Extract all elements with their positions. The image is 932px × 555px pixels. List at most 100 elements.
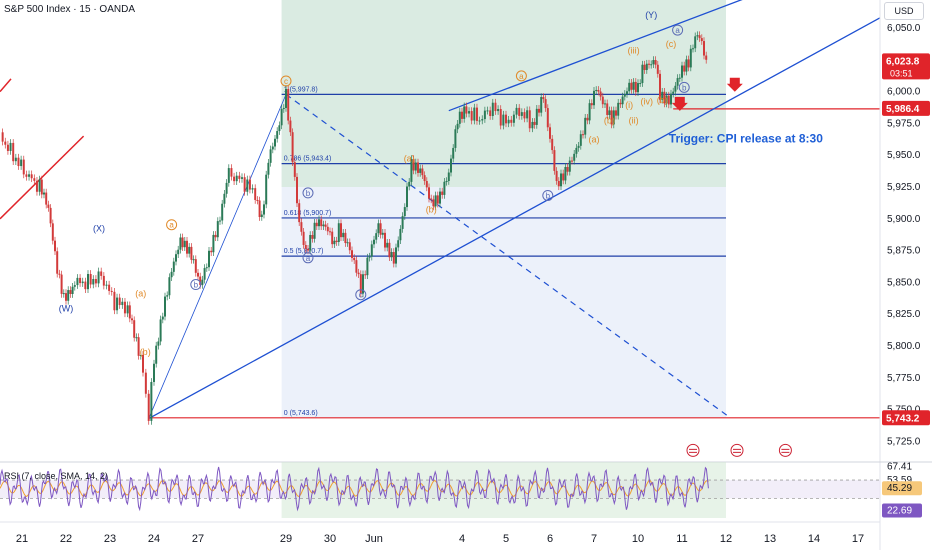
candle-body (608, 110, 611, 115)
candle-body (447, 172, 450, 182)
candle-body (417, 162, 419, 173)
candle-body (307, 248, 309, 251)
candle-body (179, 237, 182, 250)
candle-body (560, 173, 562, 187)
candle-body (626, 91, 628, 94)
candle-body (630, 82, 633, 90)
candle-body (188, 246, 191, 254)
wave-label: (X) (93, 224, 105, 234)
price-tick-label: 6,000.0 (887, 87, 921, 98)
wave-label-circle (280, 75, 292, 87)
candle-body (568, 160, 571, 172)
currency-button[interactable]: USD (884, 2, 924, 20)
candle-body (346, 242, 349, 244)
candle-body (17, 157, 20, 167)
rsi-tick-label: 53.59 (887, 475, 912, 486)
candle-body (542, 97, 545, 100)
candle-body (689, 48, 692, 68)
candle-body (87, 273, 89, 290)
candle-body (353, 257, 356, 261)
candle-body (386, 242, 389, 248)
candle-body (289, 120, 292, 133)
candle-body (461, 111, 463, 119)
time-axis-label: 12 (720, 533, 732, 545)
candle-body (538, 108, 540, 113)
wave-label-circle (302, 252, 314, 264)
candle-body (483, 110, 486, 120)
candle-body (661, 91, 664, 100)
wave-label: (Y) (645, 10, 657, 20)
candle-body (263, 204, 265, 215)
candle-body (535, 108, 538, 125)
candle-body (324, 224, 327, 227)
candle-body (315, 222, 318, 227)
candle-body (54, 240, 56, 252)
candle-body (590, 103, 593, 106)
candle-body (610, 110, 613, 125)
candle-body (265, 174, 268, 205)
time-axis-label: 13 (764, 533, 776, 545)
candle-body (639, 83, 642, 85)
candle-body (285, 89, 287, 108)
us-flag-icon[interactable] (730, 443, 744, 457)
candle-body (20, 159, 23, 167)
candle-body (186, 240, 188, 254)
candle-body (159, 319, 162, 342)
candle-body (291, 132, 294, 163)
candle-body (4, 141, 7, 145)
candle-body (121, 301, 124, 306)
price-badge (882, 53, 930, 80)
time-axis-label: 23 (104, 533, 116, 545)
candle-body (28, 174, 31, 177)
candle-body (357, 272, 360, 275)
candle-body (597, 89, 600, 92)
candle-body (678, 77, 681, 79)
candle-body (674, 85, 677, 92)
candle-body (49, 207, 52, 224)
candle-body (615, 110, 617, 116)
candle-body (230, 168, 233, 177)
candle-body (648, 63, 650, 65)
candle-body (267, 162, 270, 175)
trigger-text: Trigger: CPI release at 8:30 (669, 131, 823, 145)
candle-body (326, 226, 329, 232)
candle-body (33, 178, 36, 181)
time-axis-label: 27 (192, 533, 204, 545)
candle-body (51, 223, 54, 241)
candle-body (370, 244, 373, 257)
candle-body (406, 186, 408, 208)
candle-body (465, 106, 468, 114)
wave-label: (iv) (641, 96, 654, 106)
time-axis-label: 21 (16, 533, 28, 545)
candle-body (359, 274, 362, 294)
rsi-badge-value (882, 503, 922, 518)
candle-body (192, 259, 195, 261)
candle-body (344, 232, 347, 244)
candle-body (553, 150, 556, 171)
fib-level-label: 1 (5,997.8) (284, 86, 318, 93)
candle-body (533, 121, 536, 125)
arrow-down-icon (671, 96, 688, 111)
candle-body (507, 119, 510, 124)
candle-body (414, 162, 417, 171)
candle-body (478, 120, 481, 122)
candle-body (89, 273, 92, 285)
candle-body (38, 179, 41, 192)
time-axis-label: 4 (459, 533, 465, 545)
candle-body (502, 114, 505, 126)
candle-body (650, 64, 653, 66)
candle-body (105, 284, 108, 286)
candle-body (79, 277, 82, 284)
forecast-zone-green (281, 0, 726, 188)
candle-body (181, 237, 184, 248)
time-axis-label: 14 (808, 533, 820, 545)
candle-body (491, 102, 494, 117)
us-flag-icon[interactable] (686, 443, 700, 457)
price-badge-label: 5,986.4 (886, 104, 920, 115)
candle-body (425, 181, 428, 188)
us-flag-icon[interactable] (778, 443, 792, 457)
candle-body (632, 81, 635, 90)
candle-body (25, 174, 28, 177)
